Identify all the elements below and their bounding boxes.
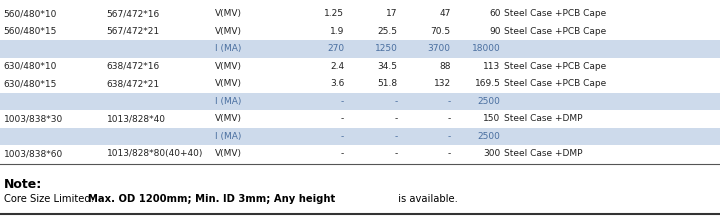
Bar: [0, 5, 720, 22]
Text: 17: 17: [386, 9, 397, 18]
Text: -: -: [447, 114, 451, 123]
Text: -: -: [341, 97, 344, 106]
Text: 3700: 3700: [428, 44, 451, 53]
Text: Steel Case +DMP: Steel Case +DMP: [504, 114, 582, 123]
Text: 51.8: 51.8: [377, 79, 397, 88]
Text: 560/480*15: 560/480*15: [4, 27, 57, 36]
Text: V(MV): V(MV): [215, 9, 242, 18]
Text: 567/472*16: 567/472*16: [107, 9, 160, 18]
Text: 300: 300: [483, 149, 500, 158]
Text: -: -: [394, 149, 397, 158]
Text: 2500: 2500: [477, 97, 500, 106]
Text: Core Size Limited:: Core Size Limited:: [4, 194, 100, 203]
Text: 567/472*21: 567/472*21: [107, 27, 160, 36]
Text: V(MV): V(MV): [215, 27, 242, 36]
Text: 132: 132: [433, 79, 451, 88]
Text: 1.9: 1.9: [330, 27, 344, 36]
Text: 1013/828*80(40+40): 1013/828*80(40+40): [107, 149, 203, 158]
Text: 25.5: 25.5: [377, 27, 397, 36]
Text: -: -: [394, 132, 397, 141]
Text: 18000: 18000: [472, 44, 500, 53]
Text: Steel Case +DMP: Steel Case +DMP: [504, 149, 582, 158]
Text: 169.5: 169.5: [474, 79, 500, 88]
Bar: [0, 110, 720, 127]
Text: 150: 150: [483, 114, 500, 123]
Text: Steel Case +PCB Cape: Steel Case +PCB Cape: [504, 62, 606, 71]
Bar: [0, 127, 720, 145]
Text: -: -: [341, 149, 344, 158]
Text: Steel Case +PCB Cape: Steel Case +PCB Cape: [504, 27, 606, 36]
Text: Max. OD 1200mm; Min. ID 3mm; Any height: Max. OD 1200mm; Min. ID 3mm; Any height: [88, 194, 336, 203]
Text: -: -: [447, 97, 451, 106]
Text: I (MA): I (MA): [215, 132, 241, 141]
Text: 70.5: 70.5: [431, 27, 451, 36]
Bar: [0, 57, 720, 75]
Text: 3.6: 3.6: [330, 79, 344, 88]
Text: 2.4: 2.4: [330, 62, 344, 71]
Text: I (MA): I (MA): [215, 44, 241, 53]
Text: 1.25: 1.25: [324, 9, 344, 18]
Text: V(MV): V(MV): [215, 149, 242, 158]
Text: 2500: 2500: [477, 132, 500, 141]
Text: 270: 270: [327, 44, 344, 53]
Text: 638/472*21: 638/472*21: [107, 79, 160, 88]
Bar: [0, 22, 720, 40]
Text: 34.5: 34.5: [377, 62, 397, 71]
Text: V(MV): V(MV): [215, 79, 242, 88]
Text: -: -: [341, 132, 344, 141]
Text: Steel Case +PCB Cape: Steel Case +PCB Cape: [504, 79, 606, 88]
Text: 47: 47: [439, 9, 451, 18]
Text: V(MV): V(MV): [215, 62, 242, 71]
Text: -: -: [447, 132, 451, 141]
Bar: [0, 145, 720, 162]
Text: -: -: [447, 149, 451, 158]
Bar: [0, 75, 720, 92]
Text: 60: 60: [489, 9, 500, 18]
Text: 630/480*15: 630/480*15: [4, 79, 57, 88]
Text: I (MA): I (MA): [215, 97, 241, 106]
Text: is available.: is available.: [395, 194, 458, 203]
Text: -: -: [341, 114, 344, 123]
Text: 1013/828*40: 1013/828*40: [107, 114, 166, 123]
Bar: [0, 92, 720, 110]
Text: 90: 90: [489, 27, 500, 36]
Text: 1250: 1250: [374, 44, 397, 53]
Text: 88: 88: [439, 62, 451, 71]
Text: Steel Case +PCB Cape: Steel Case +PCB Cape: [504, 9, 606, 18]
Text: -: -: [394, 97, 397, 106]
Text: 560/480*10: 560/480*10: [4, 9, 57, 18]
Text: 113: 113: [483, 62, 500, 71]
Text: Note:: Note:: [4, 178, 42, 191]
Text: 630/480*10: 630/480*10: [4, 62, 57, 71]
Bar: [0, 40, 720, 57]
Text: V(MV): V(MV): [215, 114, 242, 123]
Text: 638/472*16: 638/472*16: [107, 62, 160, 71]
Text: -: -: [394, 114, 397, 123]
Text: 1003/838*60: 1003/838*60: [4, 149, 63, 158]
Text: 1003/838*30: 1003/838*30: [4, 114, 63, 123]
